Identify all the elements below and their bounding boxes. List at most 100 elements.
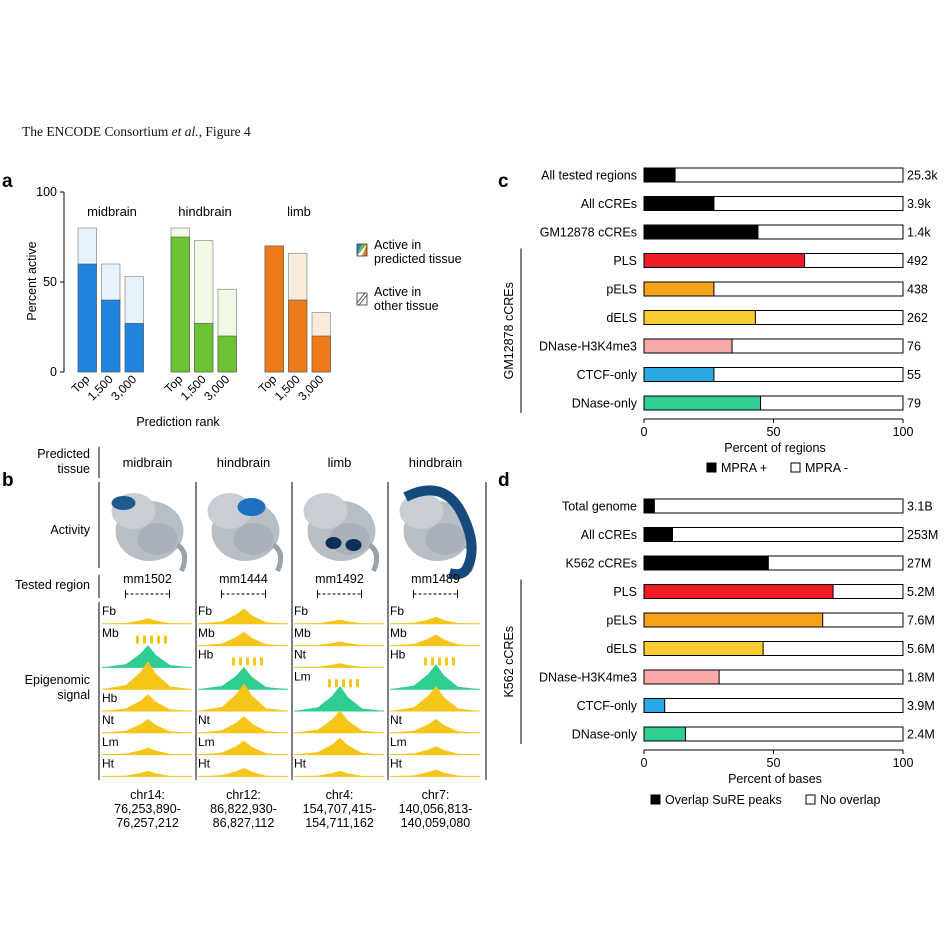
header-etal: et al., bbox=[171, 124, 202, 139]
x-axis-label: Percent of regions bbox=[724, 441, 825, 455]
swatch-border bbox=[356, 243, 368, 257]
column-tissue: hindbrain bbox=[409, 455, 463, 470]
row-label-tested: Tested region bbox=[15, 578, 90, 592]
legend-text: other tissue bbox=[374, 299, 439, 313]
embryo-trunk bbox=[137, 523, 178, 555]
region-coordinates: chr14: bbox=[130, 788, 165, 802]
track-label: Mb bbox=[102, 626, 119, 640]
signal-track bbox=[390, 718, 480, 733]
bar-background bbox=[643, 527, 904, 542]
panel-label-a: a bbox=[2, 171, 13, 192]
legend-text: Overlap SuRE peaks bbox=[665, 793, 782, 807]
panel-d-chart: Total genome 3.1B All cCREs 253M K562 cCREs 2… bbox=[502, 498, 938, 807]
embryo-image bbox=[399, 485, 477, 580]
category-label: PLS bbox=[613, 585, 637, 599]
stain-hindbrain bbox=[237, 498, 266, 516]
x-tick-label: 3,000 bbox=[295, 372, 326, 403]
embryo-trunk bbox=[425, 523, 466, 555]
bar-predicted-tissue bbox=[311, 335, 331, 373]
row-label-predicted: tissue bbox=[57, 462, 90, 476]
panel-c-chart: All tested regions 25.3k All cCREs 3.9k GM12… bbox=[502, 167, 938, 475]
category-label: GM12878 cCREs bbox=[540, 226, 637, 240]
bar-value bbox=[643, 498, 655, 514]
y-axis-label: Percent active bbox=[25, 241, 39, 320]
x-tick-label: 100 bbox=[893, 425, 914, 439]
group-label: hindbrain bbox=[178, 204, 232, 219]
embryo-image bbox=[111, 493, 188, 573]
x-tick-label: 100 bbox=[893, 756, 914, 770]
track-label: Nt bbox=[198, 713, 211, 727]
chip-marker bbox=[143, 635, 146, 644]
embryo-tail bbox=[175, 542, 188, 573]
chip-marker bbox=[260, 657, 263, 666]
track-label: Fb bbox=[102, 604, 116, 618]
bar-background bbox=[643, 498, 904, 514]
bar-value bbox=[643, 612, 824, 628]
embryo-image bbox=[207, 493, 284, 573]
legend-swatch-positive bbox=[706, 462, 717, 473]
track-label: Fb bbox=[198, 604, 212, 618]
region-coordinates: 140,059,080 bbox=[401, 816, 471, 830]
legend-text: predicted tissue bbox=[374, 252, 462, 266]
x-tick-label: 0 bbox=[641, 756, 648, 770]
region-coordinates: 154,707,415- bbox=[303, 802, 377, 816]
row-label-epigenomic: Epigenomic bbox=[25, 673, 90, 687]
track-label: Hb bbox=[102, 691, 118, 705]
track-label: Lm bbox=[198, 735, 215, 749]
chip-marker bbox=[335, 679, 338, 688]
category-label: All cCREs bbox=[581, 528, 637, 542]
category-label: PLS bbox=[613, 254, 637, 268]
x-tick-label: 3,000 bbox=[108, 372, 139, 403]
category-label: All cCREs bbox=[581, 197, 637, 211]
signal-track bbox=[294, 710, 384, 733]
bar-value bbox=[643, 224, 759, 240]
signal-track bbox=[294, 619, 384, 624]
track-label: Ht bbox=[102, 757, 115, 771]
x-tick-label: 50 bbox=[767, 425, 781, 439]
count-label: 3.9k bbox=[907, 197, 931, 211]
count-label: 7.6M bbox=[907, 614, 935, 628]
region-coordinates: chr7: bbox=[422, 788, 450, 802]
chip-marker bbox=[431, 657, 434, 666]
region-id: mm1502 bbox=[123, 572, 172, 586]
bar-predicted-tissue bbox=[77, 263, 97, 373]
legend-text: Active in bbox=[374, 285, 421, 299]
track-label: Hb bbox=[198, 648, 214, 662]
embryo-trunk bbox=[233, 523, 274, 555]
signal-track-predicted bbox=[294, 685, 384, 711]
bar-value bbox=[643, 167, 676, 183]
count-label: 25.3k bbox=[907, 169, 938, 183]
track-label: Hb bbox=[390, 648, 406, 662]
legend-text: MPRA - bbox=[805, 461, 848, 475]
legend-swatch-negative bbox=[790, 462, 801, 473]
signal-track bbox=[102, 618, 192, 624]
y-tick-label: 0 bbox=[50, 365, 57, 379]
track-label: Ht bbox=[198, 757, 211, 771]
bar-value bbox=[643, 527, 673, 542]
region-id: mm1492 bbox=[315, 572, 364, 586]
bar-background bbox=[643, 167, 904, 183]
count-label: 5.2M bbox=[907, 585, 935, 599]
chip-marker bbox=[328, 679, 331, 688]
bar-predicted-tissue bbox=[124, 323, 144, 373]
category-label: DNase-H3K4me3 bbox=[539, 340, 637, 354]
region-coordinates: chr12: bbox=[226, 788, 261, 802]
header-suffix: Figure 4 bbox=[202, 124, 251, 139]
row-label-epigenomic: signal bbox=[57, 688, 90, 702]
bar-value bbox=[643, 584, 834, 599]
embryo-tail bbox=[367, 542, 380, 573]
legend-text: Active in bbox=[374, 238, 421, 252]
region-id: mm1489 bbox=[411, 572, 460, 586]
bar-value bbox=[643, 698, 666, 713]
track-label: Fb bbox=[390, 604, 404, 618]
bar-predicted-tissue bbox=[101, 299, 121, 373]
embryo-head bbox=[399, 493, 444, 529]
chip-marker bbox=[164, 635, 167, 644]
signal-track bbox=[294, 770, 384, 777]
category-label: dELS bbox=[606, 311, 637, 325]
count-label: 3.1B bbox=[907, 500, 933, 514]
region-coordinates: 86,827,112 bbox=[213, 816, 275, 830]
bar-value bbox=[643, 641, 764, 656]
count-label: 438 bbox=[907, 283, 928, 297]
bar-value bbox=[643, 726, 686, 742]
